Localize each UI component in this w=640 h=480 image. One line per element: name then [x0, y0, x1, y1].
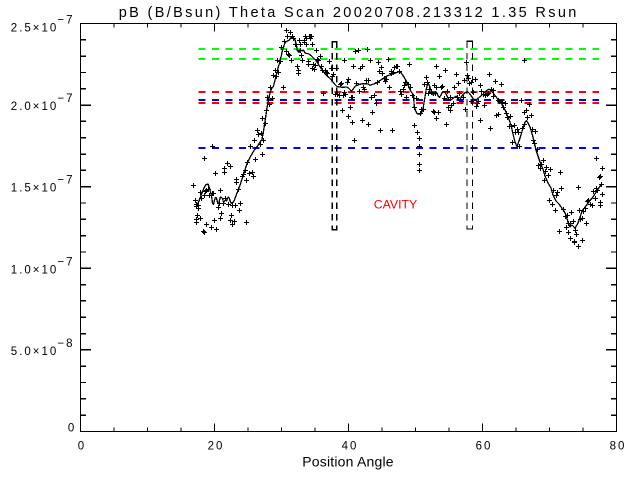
- svg-text:2.5×10: 2.5×10: [11, 23, 59, 35]
- svg-text:60: 60: [476, 441, 493, 453]
- svg-text:−7: −7: [57, 93, 74, 105]
- svg-text:0: 0: [68, 423, 76, 435]
- svg-text:0: 0: [78, 441, 86, 453]
- svg-text:pB (B/Bsun) Theta Scan 2002070: pB (B/Bsun) Theta Scan 20020708.213312 1…: [119, 5, 579, 21]
- svg-text:−7: −7: [57, 256, 74, 268]
- svg-text:−7: −7: [57, 15, 74, 27]
- svg-text:5.0×10: 5.0×10: [11, 346, 59, 358]
- svg-text:2.0×10: 2.0×10: [11, 101, 59, 113]
- svg-text:80: 80: [610, 441, 627, 453]
- svg-text:20: 20: [208, 441, 225, 453]
- svg-text:−8: −8: [57, 338, 74, 350]
- svg-text:Position Angle: Position Angle: [302, 454, 394, 470]
- svg-text:−7: −7: [57, 175, 74, 187]
- svg-text:40: 40: [342, 441, 359, 453]
- svg-text:1.0×10: 1.0×10: [11, 264, 59, 276]
- svg-text:1.5×10: 1.5×10: [11, 183, 59, 195]
- svg-text:CAVITY: CAVITY: [374, 198, 418, 212]
